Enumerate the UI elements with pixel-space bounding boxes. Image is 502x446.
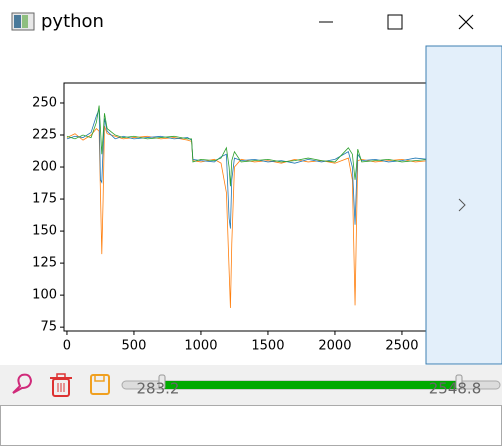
- x-tick-label: 500: [122, 339, 147, 354]
- slider-low-handle[interactable]: [158, 374, 166, 390]
- x-tick-label: 1000: [184, 339, 217, 354]
- x-tick-label: 1500: [251, 339, 284, 354]
- x-tick-label: 2000: [318, 339, 351, 354]
- panel-arrow[interactable]: [458, 198, 466, 212]
- plot-lines: [66, 105, 429, 308]
- data-line: [66, 109, 429, 229]
- slider-range: [162, 381, 459, 389]
- y-tick-label: 175: [32, 192, 57, 207]
- maximize-button[interactable]: [387, 14, 403, 30]
- text-input[interactable]: [0, 405, 502, 446]
- y-tick-label: 150: [32, 224, 57, 239]
- marker-tool-button[interactable]: [12, 373, 33, 394]
- close-button[interactable]: [458, 14, 474, 30]
- side-panel[interactable]: [425, 45, 502, 365]
- slider-high-label: 2548.8: [429, 380, 482, 398]
- delete-button[interactable]: [50, 373, 72, 397]
- slider-high-handle[interactable]: [455, 374, 463, 390]
- y-tick-label: 225: [32, 128, 57, 143]
- y-tick-label: 200: [32, 160, 57, 175]
- slider-low-label: 283.2: [137, 380, 180, 398]
- window-title: python: [41, 11, 104, 32]
- data-line: [66, 125, 429, 308]
- y-tick-label: 100: [32, 288, 57, 303]
- y-tick-label: 125: [32, 256, 57, 271]
- app-icon: [11, 12, 35, 31]
- y-tick-label: 75: [40, 320, 57, 335]
- x-tick-label: 0: [63, 339, 71, 354]
- y-tick-label: 250: [32, 95, 57, 110]
- data-line: [66, 105, 429, 187]
- save-button[interactable]: [90, 374, 110, 395]
- x-tick-label: 2500: [385, 339, 418, 354]
